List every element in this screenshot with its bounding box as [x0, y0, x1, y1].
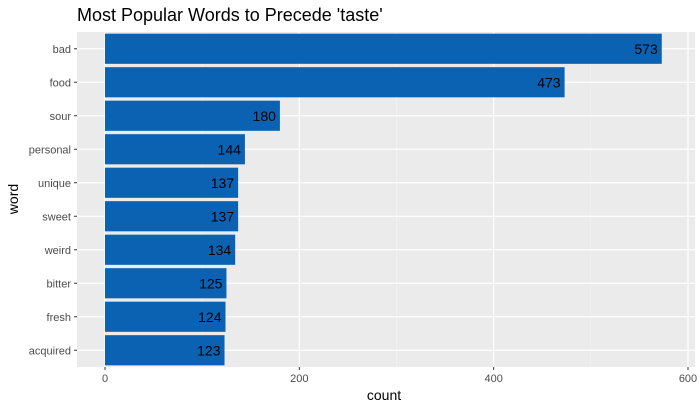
value-label-weird: 134 — [208, 242, 232, 258]
bar-bad — [105, 33, 662, 64]
value-label-bad: 573 — [634, 41, 658, 57]
y-tick-label-fresh: fresh — [47, 312, 71, 324]
bar-fresh — [105, 301, 226, 332]
x-tick-label-200: 200 — [290, 373, 308, 385]
value-label-personal: 144 — [218, 141, 242, 157]
x-tick-label-0: 0 — [102, 373, 108, 385]
y-tick-label-sweet: sweet — [42, 211, 71, 223]
value-label-food: 473 — [537, 74, 561, 90]
value-label-sweet: 137 — [211, 208, 235, 224]
bar-personal — [105, 134, 245, 165]
value-label-sour: 180 — [253, 108, 277, 124]
bars — [105, 33, 662, 366]
value-labels: 573 473 180 144 137 137 134 125 124 123 — [197, 41, 658, 359]
x-tick-label-600: 600 — [679, 373, 697, 385]
y-tick-label-bitter: bitter — [47, 278, 72, 290]
y-tick-label-weird: weird — [44, 245, 71, 257]
y-tick-label-unique: unique — [38, 178, 71, 190]
y-axis-title: word — [5, 184, 21, 215]
x-axis: 0 200 400 600 — [102, 367, 697, 385]
bar-sweet — [105, 201, 239, 232]
bar-bitter — [105, 268, 227, 299]
value-label-unique: 137 — [211, 175, 235, 191]
y-tick-label-sour: sour — [50, 111, 72, 123]
bar-food — [105, 67, 565, 98]
y-tick-label-acquired: acquired — [29, 345, 71, 357]
y-axis: bad food sour personal unique sweet weird bitte… — [29, 44, 77, 357]
value-label-acquired: 123 — [197, 342, 221, 358]
y-tick-label-bad: bad — [53, 44, 71, 56]
y-tick-label-personal: personal — [29, 144, 71, 156]
x-tick-label-400: 400 — [484, 373, 502, 385]
bar-weird — [105, 234, 236, 265]
bar-acquired — [105, 335, 225, 366]
chart-title: Most Popular Words to Precede 'taste' — [77, 5, 383, 25]
value-label-fresh: 124 — [198, 309, 222, 325]
x-axis-title: count — [367, 387, 401, 403]
bar-unique — [105, 167, 239, 198]
y-tick-label-food: food — [50, 77, 71, 89]
value-label-bitter: 125 — [199, 275, 223, 291]
bar-sour — [105, 100, 280, 131]
